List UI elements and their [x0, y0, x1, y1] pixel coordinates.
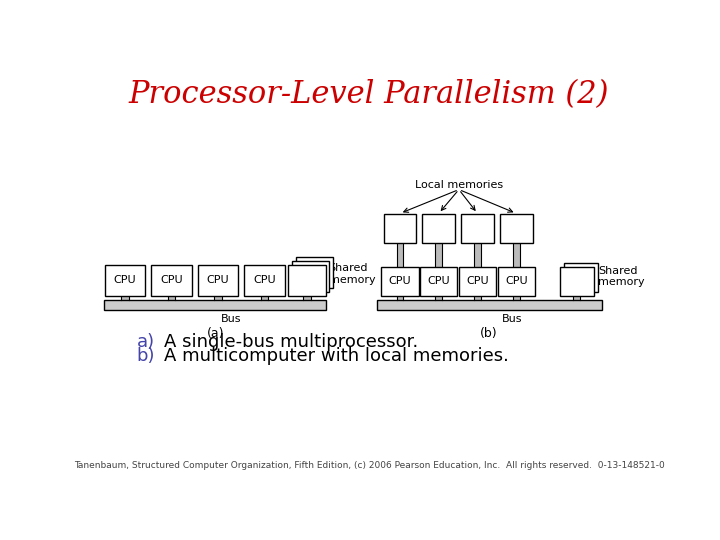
Bar: [104, 265, 145, 296]
Bar: [474, 244, 481, 267]
Text: Bus: Bus: [502, 314, 523, 325]
Text: Shared
memory: Shared memory: [329, 264, 375, 285]
Text: CPU: CPU: [505, 276, 528, 286]
Bar: [564, 262, 598, 292]
Bar: [104, 300, 326, 309]
Text: b): b): [137, 347, 155, 364]
Bar: [214, 296, 222, 300]
Text: (b): (b): [480, 327, 498, 340]
Text: Tanenbaum, Structured Computer Organization, Fifth Edition, (c) 2006 Pearson Edu: Tanenbaum, Structured Computer Organizat…: [73, 461, 665, 470]
Text: CPU: CPU: [253, 275, 276, 286]
Bar: [423, 214, 455, 244]
Bar: [292, 261, 330, 292]
Text: A multicomputer with local memories.: A multicomputer with local memories.: [163, 347, 508, 364]
Text: Local memories: Local memories: [415, 179, 503, 190]
Bar: [198, 265, 238, 296]
Text: Bus: Bus: [220, 314, 241, 325]
Bar: [168, 296, 175, 300]
Bar: [500, 214, 533, 244]
Bar: [382, 267, 418, 296]
Bar: [151, 265, 192, 296]
Text: Processor-Level Parallelism (2): Processor-Level Parallelism (2): [129, 79, 609, 110]
Bar: [289, 265, 325, 296]
Bar: [303, 296, 311, 300]
Bar: [513, 296, 520, 300]
Bar: [261, 296, 269, 300]
Text: Shared
memory: Shared memory: [598, 266, 645, 287]
Text: A single-bus multiprocessor.: A single-bus multiprocessor.: [163, 333, 418, 351]
Bar: [436, 244, 442, 267]
Text: CPU: CPU: [389, 276, 411, 286]
Bar: [436, 296, 442, 300]
Text: CPU: CPU: [428, 276, 450, 286]
Bar: [459, 267, 496, 296]
Text: CPU: CPU: [207, 275, 229, 286]
Bar: [474, 296, 481, 300]
Text: CPU: CPU: [160, 275, 183, 286]
Text: a): a): [137, 333, 155, 351]
Bar: [559, 267, 594, 296]
Bar: [296, 257, 333, 288]
Bar: [513, 244, 520, 267]
Bar: [244, 265, 284, 296]
Bar: [420, 267, 457, 296]
Text: (a): (a): [207, 327, 224, 340]
Bar: [573, 296, 580, 300]
Bar: [397, 296, 403, 300]
Bar: [397, 244, 403, 267]
Bar: [121, 296, 129, 300]
Bar: [498, 267, 535, 296]
Bar: [462, 214, 494, 244]
Text: CPU: CPU: [114, 275, 136, 286]
Bar: [377, 300, 601, 309]
Text: CPU: CPU: [466, 276, 489, 286]
Bar: [384, 214, 416, 244]
